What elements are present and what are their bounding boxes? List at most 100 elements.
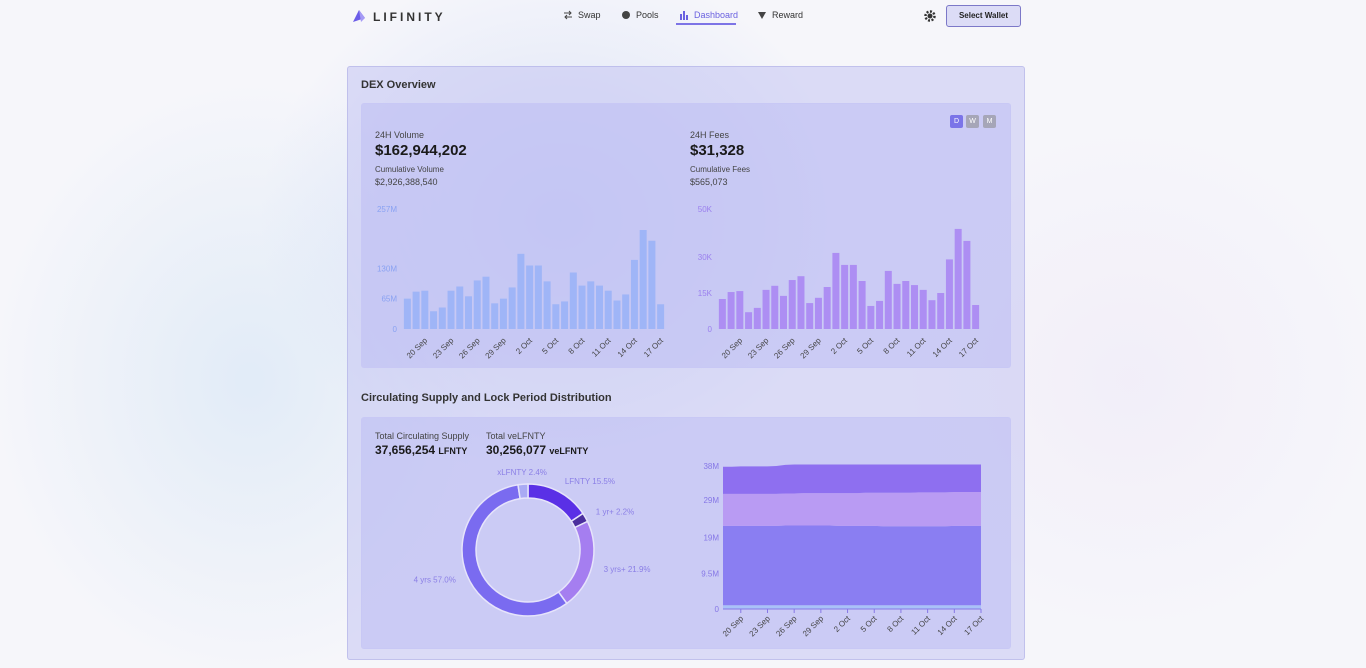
- bar: [587, 281, 595, 329]
- section-title: Circulating Supply and Lock Period Distr…: [361, 392, 612, 404]
- bar: [771, 285, 779, 329]
- number: 37,656,254: [375, 443, 436, 457]
- volume-chart: 0 65M 130M 257M 20 Sep 23 Sep 26 Sep 29 Sep 2 Oc…: [377, 205, 666, 361]
- x-tick-label: 2 Oct: [829, 336, 849, 356]
- x-tick-label: 20 Sep: [720, 336, 745, 361]
- bar: [797, 276, 805, 329]
- area-layer: [723, 605, 981, 609]
- select-wallet-button[interactable]: Select Wallet: [946, 5, 1021, 27]
- swap-icon: [564, 10, 572, 20]
- fees-chart: 0 15K 30K 50K 20 Sep 23 Sep 26 Sep 29 Sep 2 Oct 5…: [698, 205, 981, 361]
- x-tick-label: 17 Oct: [957, 336, 981, 360]
- bar: [578, 285, 586, 329]
- x-tick-label: 2 Oct: [832, 614, 852, 634]
- x-tick-label: 20 Sep: [721, 614, 746, 639]
- donut-segment: [517, 483, 529, 500]
- bar: [841, 264, 849, 329]
- stat-label: 24H Volume: [375, 130, 425, 140]
- bar: [823, 287, 831, 329]
- x-tick-label: 29 Sep: [799, 336, 824, 361]
- stat-label: Total veLFNTY: [486, 431, 546, 441]
- bar: [832, 252, 840, 329]
- donut-label: xLFNTY 2.4%: [497, 468, 547, 477]
- period-button[interactable]: M: [983, 115, 996, 128]
- bar: [517, 253, 525, 329]
- stat-label: Cumulative Fees: [690, 165, 751, 174]
- period-button[interactable]: W: [966, 115, 979, 128]
- stat-value: $31,328: [690, 142, 745, 159]
- bar: [963, 240, 971, 329]
- bar: [438, 307, 446, 329]
- bar: [569, 272, 577, 329]
- section-title: DEX Overview: [361, 79, 436, 91]
- nav-swap[interactable]: Swap: [563, 10, 601, 20]
- stat-label: Cumulative Volume: [375, 165, 444, 174]
- bar: [456, 286, 464, 329]
- nav-reward[interactable]: Reward: [757, 10, 803, 20]
- bar: [718, 299, 726, 329]
- bar: [736, 291, 744, 329]
- logo-icon: [353, 10, 365, 22]
- x-tick-label: 5 Oct: [855, 336, 875, 356]
- bar: [499, 298, 507, 329]
- stat-value: 37,656,254 LFNTY: [375, 443, 467, 457]
- bar: [902, 281, 910, 329]
- bar: [648, 240, 656, 329]
- stat-label: Total Circulating Supply: [375, 431, 470, 441]
- bar: [482, 276, 490, 329]
- bar: [473, 280, 481, 329]
- y-tick-label: 29M: [703, 496, 719, 505]
- x-tick-label: 11 Oct: [905, 336, 928, 359]
- y-tick-label: 0: [708, 325, 713, 334]
- bar: [954, 228, 962, 329]
- bar: [876, 300, 884, 329]
- bar: [919, 289, 927, 329]
- bar: [552, 304, 560, 329]
- x-tick-label: 11 Oct: [909, 614, 932, 637]
- y-tick-label: 130M: [377, 264, 397, 273]
- y-tick-label: 19M: [703, 534, 719, 543]
- y-tick-label: 65M: [381, 295, 397, 304]
- x-tick-label: 8 Oct: [885, 614, 905, 634]
- stat-value: 30,256,077 veLFNTY: [486, 443, 588, 457]
- period-button[interactable]: D: [950, 115, 963, 128]
- bar: [928, 300, 936, 329]
- unit: veLFNTY: [549, 446, 589, 456]
- x-tick-label: 23 Sep: [431, 336, 456, 361]
- bar: [788, 280, 796, 329]
- nav-label: Reward: [772, 10, 804, 20]
- settings-icon[interactable]: [924, 10, 936, 22]
- bar: [447, 290, 455, 329]
- x-tick-label: 29 Sep: [484, 336, 509, 361]
- bar: [972, 305, 980, 329]
- bar: [745, 312, 753, 329]
- bar: [937, 293, 945, 329]
- bar: [543, 281, 551, 329]
- nav-label: Dashboard: [694, 10, 739, 20]
- bar: [526, 265, 534, 329]
- nav-label: Pools: [636, 10, 659, 20]
- bar: [630, 259, 638, 329]
- y-tick-label: 257M: [377, 205, 397, 214]
- x-tick-label: 26 Sep: [774, 614, 799, 639]
- bar: [657, 304, 665, 329]
- x-tick-label: 17 Oct: [642, 336, 666, 360]
- donut-segment: [527, 483, 584, 523]
- bar: [561, 301, 569, 329]
- bar: [762, 289, 770, 329]
- y-tick-label: 50K: [698, 205, 713, 214]
- nav-pools[interactable]: Pools: [621, 10, 659, 20]
- area-layer: [723, 525, 981, 606]
- y-tick-label: 9.5M: [701, 569, 719, 578]
- bar: [613, 300, 621, 329]
- x-tick-label: 17 Oct: [962, 614, 986, 638]
- nav-dashboard[interactable]: Dashboard: [679, 10, 738, 20]
- area-chart: 0 9.5M 19M 29M 38M 20 Sep 23 Sep 26 Sep 29 Sep 2 …: [701, 462, 986, 639]
- bar: [849, 264, 857, 329]
- donut-label: 4 yrs 57.0%: [414, 576, 456, 585]
- x-tick-label: 5 Oct: [540, 336, 560, 356]
- x-tick-label: 2 Oct: [514, 336, 534, 356]
- active-underline: [676, 23, 736, 25]
- donut-label: 1 yr+ 2.2%: [596, 507, 634, 516]
